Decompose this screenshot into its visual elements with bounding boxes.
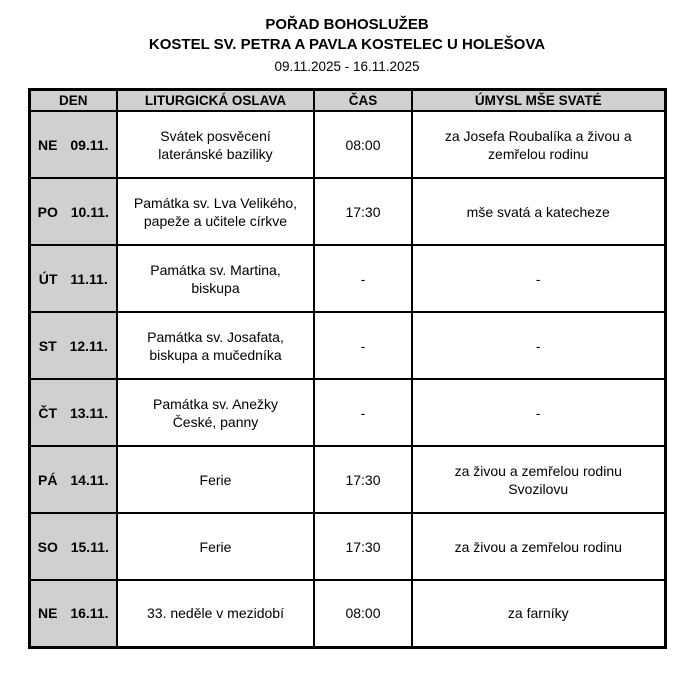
day-date: 16.11. xyxy=(70,605,109,622)
time-cell: - xyxy=(313,244,413,314)
table-body: NE 09.11. Svátek posvěcení lateránské ba… xyxy=(28,110,666,649)
table-row: ST 12.11. Památka sv. Josafata, biskupa … xyxy=(28,311,666,381)
day-cell: PÁ 14.11. xyxy=(28,445,118,515)
time-cell: 17:30 xyxy=(313,445,413,515)
column-header-cas: ČAS xyxy=(313,88,413,113)
celebration-cell: Ferie xyxy=(116,512,315,582)
column-header-liturgicka-oslava: LITURGICKÁ OSLAVA xyxy=(116,88,315,113)
day-abbreviation: ÚT xyxy=(38,270,58,287)
intention-cell: - xyxy=(411,244,666,314)
table-row: ČT 13.11. Památka sv. Anežky České, pann… xyxy=(28,378,666,448)
celebration-cell: Svátek posvěcení lateránské baziliky xyxy=(116,110,315,180)
day-cell: ČT 13.11. xyxy=(28,378,118,448)
celebration-cell: 33. neděle v mezidobí xyxy=(116,579,315,649)
page-title: POŘAD BOHOSLUŽEB xyxy=(265,16,429,33)
table-row: SO 15.11. Ferie 17:30 za živou a zemřelo… xyxy=(28,512,666,582)
time-cell: - xyxy=(313,311,413,381)
table-row: NE 16.11. 33. neděle v mezidobí 08:00 za… xyxy=(28,579,666,649)
intention-cell: za živou a zemřelou rodinu xyxy=(411,512,666,582)
table-row: ÚT 11.11. Památka sv. Martina, biskupa -… xyxy=(28,244,666,314)
celebration-cell: Památka sv. Anežky České, panny xyxy=(116,378,315,448)
day-date: 14.11. xyxy=(70,471,109,488)
day-date: 13.11. xyxy=(69,404,109,421)
day-date: 09.11. xyxy=(70,136,109,153)
document-header: POŘAD BOHOSLUŽEB KOSTEL SV. PETRA A PAVL… xyxy=(0,15,694,76)
time-cell: 17:30 xyxy=(313,512,413,582)
day-date: 15.11. xyxy=(70,538,109,555)
day-cell: ÚT 11.11. xyxy=(28,244,118,314)
time-cell: - xyxy=(313,378,413,448)
day-abbreviation: ST xyxy=(38,337,57,354)
celebration-cell: Památka sv. Martina, biskupa xyxy=(116,244,315,314)
table-row: NE 09.11. Svátek posvěcení lateránské ba… xyxy=(28,110,666,180)
intention-cell: za živou a zemřelou rodinu Svozilovu xyxy=(411,445,666,515)
church-name: KOSTEL SV. PETRA A PAVLA KOSTELEC U HOLE… xyxy=(148,36,546,54)
table-row: PÁ 14.11. Ferie 17:30 za živou a zemřelo… xyxy=(28,445,666,515)
day-abbreviation: SO xyxy=(37,538,58,555)
date-range: 09.11.2025 - 16.11.2025 xyxy=(274,58,420,74)
day-cell: ST 12.11. xyxy=(28,311,118,381)
day-abbreviation: ČT xyxy=(38,404,58,421)
day-abbreviation: PÁ xyxy=(38,471,58,488)
day-abbreviation: PO xyxy=(37,203,58,220)
column-header-umysl: ÚMYSL MŠE SVATÉ xyxy=(411,88,666,113)
celebration-cell: Památka sv. Lva Velikého, papeže a učite… xyxy=(116,177,315,247)
day-abbreviation: NE xyxy=(38,136,58,153)
day-date: 11.11. xyxy=(70,270,108,287)
day-abbreviation: NE xyxy=(38,605,58,622)
schedule-table: DEN LITURGICKÁ OSLAVA ČAS ÚMYSL MŠE SVAT… xyxy=(27,87,667,649)
day-cell: SO 15.11. xyxy=(28,512,118,582)
table-row: PO 10.11. Památka sv. Lva Velikého, pape… xyxy=(28,177,666,247)
intention-cell: mše svatá a katecheze xyxy=(411,177,666,247)
day-date: 12.11. xyxy=(69,337,108,354)
time-cell: 08:00 xyxy=(313,579,413,649)
column-header-den: DEN xyxy=(28,88,118,113)
day-cell: NE 16.11. xyxy=(28,579,118,649)
intention-cell: za Josefa Roubalíka a živou a zemřelou r… xyxy=(411,110,666,180)
table-header-row: DEN LITURGICKÁ OSLAVA ČAS ÚMYSL MŠE SVAT… xyxy=(28,88,666,113)
intention-cell: za farníky xyxy=(411,579,666,649)
intention-cell: - xyxy=(411,378,666,448)
day-cell: PO 10.11. xyxy=(28,177,118,247)
day-date: 10.11. xyxy=(70,203,109,220)
time-cell: 08:00 xyxy=(313,110,413,180)
intention-cell: - xyxy=(411,311,666,381)
celebration-cell: Ferie xyxy=(116,445,315,515)
celebration-cell: Památka sv. Josafata, biskupa a mučedník… xyxy=(116,311,315,381)
time-cell: 17:30 xyxy=(313,177,413,247)
day-cell: NE 09.11. xyxy=(28,110,118,180)
